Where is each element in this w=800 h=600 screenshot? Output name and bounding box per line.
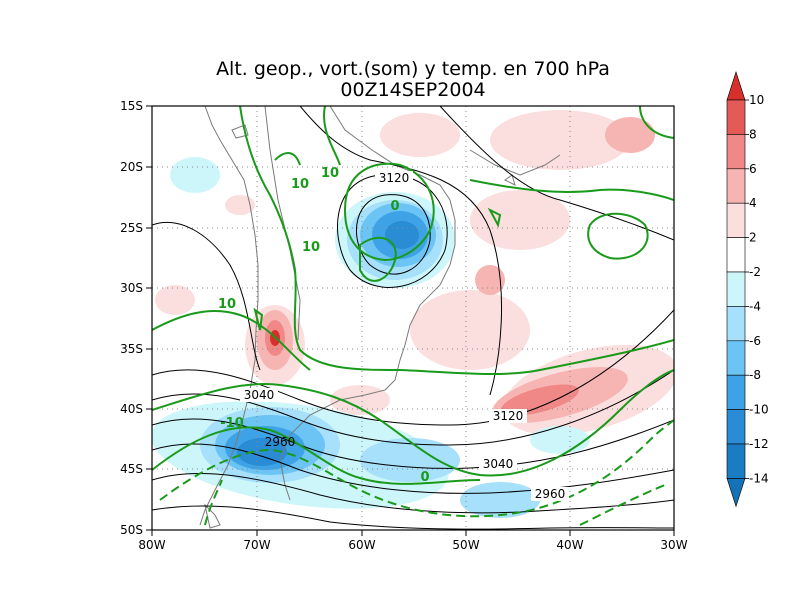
colorbar-swatch [726,306,746,342]
map-grid [152,106,674,530]
plot-area: 3120 3040 2960 3120 3040 2960 10 10 10 1… [152,106,674,530]
map-subtitle-date: 00Z14SEP2004 [340,79,485,101]
temp-label: 0 [390,199,399,214]
temp-label: 10 [291,177,309,192]
x-tick-label: 80W [138,538,165,552]
colorbar-label: -10 [749,403,769,417]
map-title: Alt. geop., vort.(som) y temp. en 700 hP… [216,58,610,80]
colorbar-swatch [726,409,746,445]
colorbar-label: -12 [749,437,769,451]
height-label: 3040 [483,457,514,471]
vort-neg-area [170,157,220,193]
y-tick-label: 40S [120,402,143,416]
temp-label: -10 [220,416,244,431]
height-label: 3120 [379,171,410,185]
colorbar-top-arrow [726,71,746,101]
colorbar-bottom-arrow [726,478,746,508]
x-tick-label: 40W [556,538,583,552]
vort-pos-area [225,195,255,215]
axis-ticks [146,105,675,536]
height-label: 2960 [265,435,296,449]
x-tick-label: 30W [660,538,687,552]
colorbar-label: 6 [749,162,757,176]
colorbar-swatch [726,443,746,479]
plot-frame [151,105,675,531]
temperature-contours-negative [159,419,674,526]
x-axis-labels: 80W 70W 60W 50W 40W 30W [138,538,687,552]
colorbar-label: -14 [749,471,769,485]
colorbar-label: -4 [749,299,761,313]
y-tick-label: 50S [120,523,143,537]
colorbar-swatch [726,134,746,170]
y-tick-label: 30S [120,281,143,295]
colorbar-swatch [726,271,746,307]
temp-label: 10 [302,240,320,255]
temp-label: 10 [218,297,236,312]
colorbar-label: -2 [749,265,761,279]
y-tick-label: 45S [120,462,143,476]
temperature-contour-labels: 10 10 10 10 0 -10 0 [218,166,430,485]
colorbar-swatch [726,202,746,238]
vort-neg-area [530,426,590,454]
height-label: 3040 [244,388,275,402]
x-tick-label: 50W [452,538,479,552]
vort-pos-core [501,384,579,416]
vort-neg-area [385,221,419,249]
colorbar-swatch [726,237,746,273]
colorbar-swatch [726,99,746,135]
height-label: 2960 [535,487,566,501]
colorbar-label: -8 [749,368,761,382]
vort-pos-area [490,110,630,170]
y-axis-labels: 15S 20S 25S 30S 35S 40S 45S 50S [120,99,143,537]
colorbar-swatch [726,168,746,204]
y-tick-label: 35S [120,342,143,356]
colorbar-label: -6 [749,334,761,348]
temp-label: 10 [321,166,339,181]
colorbar-label: 10 [749,93,764,107]
vort-neg-area [360,438,460,482]
vort-neg-area [237,438,287,466]
colorbar-swatch [726,374,746,410]
height-contour-labels: 3120 3040 2960 3120 3040 2960 [240,171,569,501]
colorbar-label: 4 [749,196,757,210]
x-tick-label: 70W [243,538,270,552]
temp-label: 0 [420,470,429,485]
height-label: 3120 [493,409,524,423]
colorbar: 10 8 6 4 2 -2 -4 -6 -8 -10 -12 -14 [726,71,769,508]
vorticity-shading [152,110,674,518]
vort-pos-core [605,117,655,153]
y-tick-label: 20S [120,160,143,174]
colorbar-label: 2 [749,231,757,245]
temperature-contours [152,106,674,485]
height-contours [152,106,674,530]
colorbar-label: 8 [749,127,757,141]
vort-pos-area [410,290,530,370]
x-tick-label: 60W [348,538,375,552]
y-tick-label: 25S [120,221,143,235]
y-tick-label: 15S [120,99,143,113]
vort-pos-area [380,113,460,157]
vort-pos-area [470,190,570,250]
vort-pos-area [155,285,195,315]
colorbar-swatch [726,340,746,376]
